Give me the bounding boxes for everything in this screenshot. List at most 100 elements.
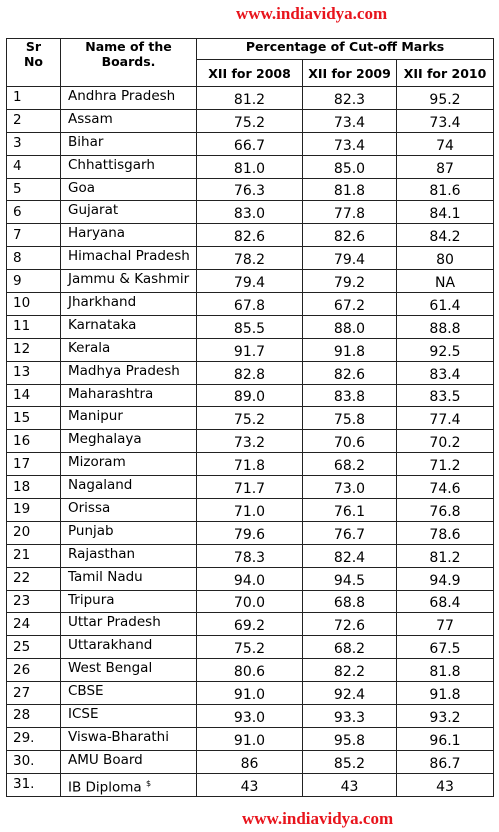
board-name: Punjab bbox=[60, 520, 197, 545]
board-name: Karnataka bbox=[60, 314, 197, 339]
serial-number: 10 bbox=[6, 292, 61, 316]
cutoff-value: 68.8 bbox=[302, 589, 397, 614]
cutoff-value: 86 bbox=[196, 749, 303, 774]
cutoff-value: 72.6 bbox=[302, 612, 397, 637]
serial-number: 23 bbox=[6, 589, 61, 614]
table-row: 5 Goa 76.3 81.8 81.6 bbox=[6, 177, 495, 202]
table-row: 11 Karnataka 85.5 88.0 88.8 bbox=[6, 314, 495, 339]
cutoff-value: 84.1 bbox=[395, 200, 495, 225]
board-name: Meghalaya bbox=[60, 429, 197, 454]
board-name: ICSE bbox=[60, 704, 197, 728]
header-text: Sr bbox=[25, 39, 42, 54]
serial-number: 16 bbox=[6, 429, 61, 454]
cutoff-value: 73.4 bbox=[395, 108, 495, 133]
serial-number: 2 bbox=[6, 108, 61, 133]
header-year: XII for 2010 bbox=[395, 59, 495, 87]
serial-number: 12 bbox=[6, 337, 61, 362]
table-row: 25 Uttarakhand 75.2 68.2 67.5 bbox=[6, 635, 495, 660]
table-row: 10 Jharkhand 67.8 67.2 61.4 bbox=[6, 292, 495, 316]
cutoff-value: 66.7 bbox=[196, 131, 303, 156]
header-text: Boards. bbox=[101, 54, 156, 69]
serial-number: 11 bbox=[6, 314, 61, 339]
cutoff-value: 68.2 bbox=[302, 452, 397, 477]
board-name: Manipur bbox=[60, 406, 197, 431]
cutoff-value: 43 bbox=[196, 772, 303, 797]
board-cell: IB Diploma $ bbox=[60, 772, 197, 797]
cutoff-value: 89.0 bbox=[196, 383, 303, 408]
table-row: 8 Himachal Pradesh 78.2 79.4 80 bbox=[6, 246, 495, 271]
table-row: 20 Punjab 79.6 76.7 78.6 bbox=[6, 520, 495, 545]
cutoff-value: 83.5 bbox=[395, 383, 495, 408]
board-name: Chhattisgarh bbox=[60, 154, 197, 179]
table-row: 22 Tamil Nadu 94.0 94.5 94.9 bbox=[6, 566, 495, 591]
cutoff-value: 68.4 bbox=[395, 589, 495, 614]
cutoff-value: 91.0 bbox=[196, 726, 303, 751]
cutoff-value: 79.4 bbox=[302, 246, 397, 271]
cutoff-value: 85.2 bbox=[302, 749, 397, 774]
table-row: 17 Mizoram 71.8 68.2 71.2 bbox=[6, 452, 495, 477]
board-name: Uttarakhand bbox=[60, 635, 197, 660]
cutoff-value: 86.7 bbox=[395, 749, 495, 774]
serial-number: 1 bbox=[6, 86, 61, 110]
board-name: Maharashtra bbox=[60, 383, 197, 408]
serial-number: 4 bbox=[6, 154, 61, 179]
cutoff-value: 93.3 bbox=[302, 704, 397, 728]
cutoff-value: 67.5 bbox=[395, 635, 495, 660]
cutoff-value: 96.1 bbox=[395, 726, 495, 751]
cutoff-value: 61.4 bbox=[395, 292, 495, 316]
cutoff-value: 82.3 bbox=[302, 86, 397, 110]
serial-number: 26 bbox=[6, 658, 61, 683]
cutoff-value: 82.4 bbox=[302, 543, 397, 568]
cutoff-value: 70.6 bbox=[302, 429, 397, 454]
cutoff-value: 77.4 bbox=[395, 406, 495, 431]
header-sr: Sr No bbox=[6, 38, 61, 87]
board-name: Orissa bbox=[60, 498, 197, 522]
cutoff-value: 76.7 bbox=[302, 520, 397, 545]
serial-number: 29. bbox=[6, 726, 61, 751]
board-name: Goa bbox=[60, 177, 197, 202]
header-name: Name of the Boards. bbox=[60, 38, 197, 87]
cutoff-value: 83.0 bbox=[196, 200, 303, 225]
cutoff-value: 94.9 bbox=[395, 566, 495, 591]
cutoff-value: 95.2 bbox=[395, 86, 495, 110]
serial-number: 3 bbox=[6, 131, 61, 156]
table-row: 28 ICSE 93.0 93.3 93.2 bbox=[6, 704, 495, 728]
footnote-mark: $ bbox=[145, 778, 152, 788]
board-name: Tamil Nadu bbox=[60, 566, 197, 591]
cutoff-value: 82.6 bbox=[302, 360, 397, 385]
table-row: 26 West Bengal 80.6 82.2 81.8 bbox=[6, 658, 495, 683]
cutoff-value: 83.8 bbox=[302, 383, 397, 408]
cutoff-value: 76.8 bbox=[395, 498, 495, 522]
cutoff-value: 73.0 bbox=[302, 475, 397, 500]
cutoff-value: 75.2 bbox=[196, 635, 303, 660]
serial-number: 24 bbox=[6, 612, 61, 637]
cutoff-value: 80 bbox=[395, 246, 495, 271]
table-row: 6 Gujarat 83.0 77.8 84.1 bbox=[6, 200, 495, 225]
serial-number: 25 bbox=[6, 635, 61, 660]
cutoff-value: 78.3 bbox=[196, 543, 303, 568]
board-name: Uttar Pradesh bbox=[60, 612, 197, 637]
cutoff-value: 88.0 bbox=[302, 314, 397, 339]
cutoff-value: 75.8 bbox=[302, 406, 397, 431]
cutoff-value: 91.8 bbox=[395, 681, 495, 706]
header-year: XII for 2008 bbox=[196, 59, 303, 87]
watermark: www.indiavidya.com bbox=[242, 809, 394, 828]
table-row: 24 Uttar Pradesh 69.2 72.6 77 bbox=[6, 612, 495, 637]
cutoff-value: 71.2 bbox=[395, 452, 495, 477]
board-name: Kerala bbox=[60, 337, 197, 362]
board-name: Gujarat bbox=[60, 200, 197, 225]
cutoff-value: 94.5 bbox=[302, 566, 397, 591]
serial-number: 6 bbox=[6, 200, 61, 225]
board-name: AMU Board bbox=[60, 749, 197, 774]
board-name: Assam bbox=[60, 108, 197, 133]
cutoff-value: 91.0 bbox=[196, 681, 303, 706]
table-row: 19 Orissa 71.0 76.1 76.8 bbox=[6, 498, 495, 522]
cutoff-value: 67.8 bbox=[196, 292, 303, 316]
cutoff-value: 79.4 bbox=[196, 269, 303, 294]
board-name: IB Diploma bbox=[68, 779, 142, 796]
cutoff-value: 91.8 bbox=[302, 337, 397, 362]
table-row: 29. Viswa-Bharathi 91.0 95.8 96.1 bbox=[6, 726, 495, 751]
cutoff-table: Sr No Name of the Boards. Percentage of Cu… bbox=[6, 38, 495, 797]
board-name: Tripura bbox=[60, 589, 197, 614]
board-name: Jharkhand bbox=[60, 292, 197, 316]
